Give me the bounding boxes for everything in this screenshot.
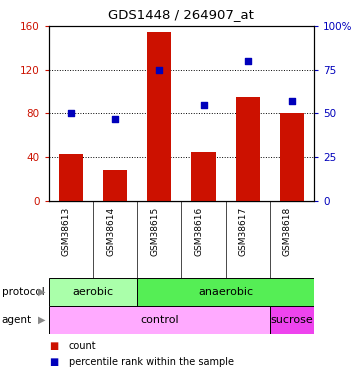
Point	[112, 116, 118, 122]
Bar	[280, 113, 304, 201]
Point	[156, 67, 162, 73]
Text: ■: ■	[49, 340, 58, 351]
Text: sucrose: sucrose	[271, 315, 313, 325]
Text: control: control	[140, 315, 179, 325]
Bar	[103, 170, 127, 201]
Bar	[236, 97, 260, 201]
Text: ▶: ▶	[38, 315, 45, 325]
Bar	[59, 154, 83, 201]
Text: GSM38613: GSM38613	[62, 207, 71, 256]
Bar	[191, 152, 216, 201]
Text: GSM38615: GSM38615	[150, 207, 159, 256]
Bar	[137, 278, 314, 306]
Text: GSM38617: GSM38617	[239, 207, 248, 256]
Bar	[270, 306, 314, 334]
Text: GSM38614: GSM38614	[106, 207, 115, 256]
Bar	[49, 278, 137, 306]
Text: agent: agent	[2, 315, 32, 325]
Text: protocol: protocol	[2, 286, 44, 297]
Point	[68, 110, 74, 116]
Point	[245, 58, 251, 64]
Text: GSM38616: GSM38616	[195, 207, 204, 256]
Bar	[49, 306, 270, 334]
Text: percentile rank within the sample: percentile rank within the sample	[69, 357, 234, 367]
Text: aerobic: aerobic	[73, 286, 113, 297]
Text: GDS1448 / 264907_at: GDS1448 / 264907_at	[108, 8, 253, 21]
Point	[201, 102, 206, 108]
Text: count: count	[69, 340, 96, 351]
Bar	[147, 32, 171, 201]
Text: ▶: ▶	[38, 286, 45, 297]
Text: ■: ■	[49, 357, 58, 367]
Point	[289, 98, 295, 104]
Text: anaerobic: anaerobic	[198, 286, 253, 297]
Text: GSM38618: GSM38618	[283, 207, 292, 256]
